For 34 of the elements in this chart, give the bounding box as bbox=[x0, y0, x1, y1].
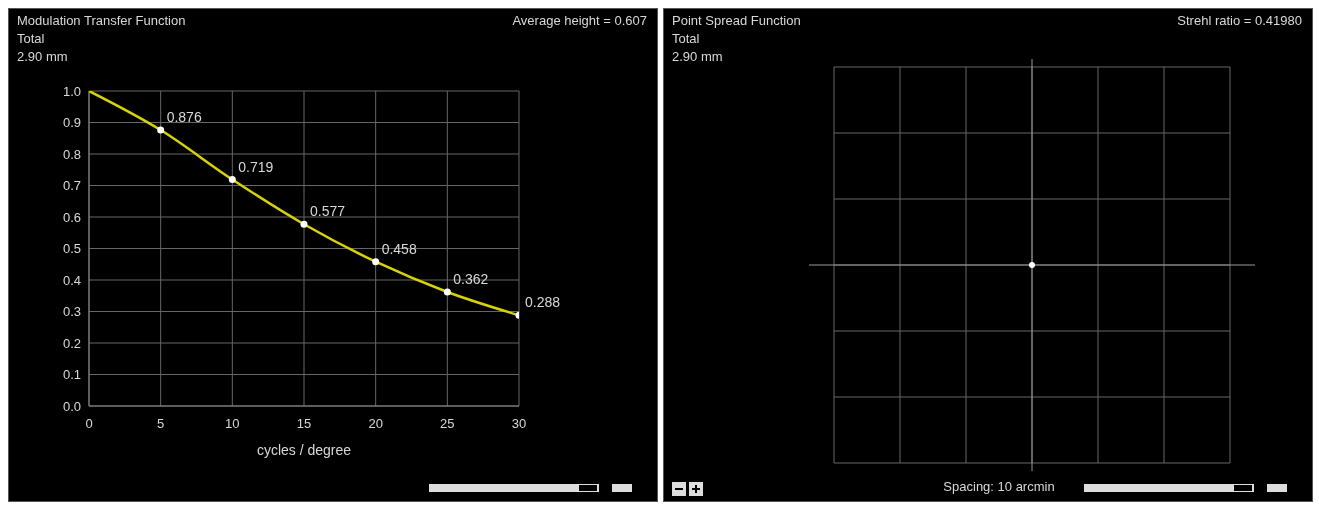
data-label: 0.458 bbox=[381, 240, 417, 257]
text: 2.90 mm bbox=[17, 49, 68, 64]
data-label: 0.577 bbox=[310, 203, 346, 220]
text: Strehl ratio = 0.41980 bbox=[1177, 13, 1302, 28]
y-tick-label: 0.7 bbox=[62, 178, 81, 194]
x-tick-label: 25 bbox=[440, 416, 455, 431]
data-label: 0.719 bbox=[238, 158, 274, 175]
y-tick-label: 0.4 bbox=[62, 272, 81, 288]
chart-subtitle: Total bbox=[17, 31, 45, 46]
x-tick-label: 0 bbox=[85, 416, 93, 431]
x-tick-label: 15 bbox=[296, 416, 312, 431]
text: 2.90 mm bbox=[672, 49, 723, 64]
data-label: 0.362 bbox=[453, 270, 489, 287]
x-tick-label: 5 bbox=[157, 416, 165, 431]
y-tick-label: 0.2 bbox=[62, 335, 81, 351]
data-label: 0.876 bbox=[166, 109, 202, 126]
y-tick-label: 1.0 bbox=[62, 83, 81, 99]
y-tick-label: 0.1 bbox=[62, 367, 81, 383]
text: Point Spread Function bbox=[672, 13, 801, 28]
chart-title: Modulation Transfer Function bbox=[17, 13, 186, 28]
x-tick-label: 10 bbox=[225, 416, 240, 431]
y-tick-label: 0.5 bbox=[62, 241, 81, 257]
y-tick-label: 0.3 bbox=[62, 304, 81, 320]
x-tick-label: 20 bbox=[368, 416, 383, 431]
x-axis-title: cycles / degree bbox=[256, 442, 352, 458]
text: Average height = 0.607 bbox=[512, 13, 647, 28]
y-tick-label: 0.0 bbox=[62, 398, 81, 414]
y-tick-label: 0.9 bbox=[62, 115, 81, 131]
y-tick-label: 0.8 bbox=[62, 146, 81, 162]
x-tick-label: 30 bbox=[511, 416, 527, 431]
y-tick-label: 0.6 bbox=[62, 209, 81, 225]
text: Spacing: 10 arcmin bbox=[942, 479, 1056, 494]
data-label: 0.288 bbox=[525, 294, 561, 311]
text: Total bbox=[672, 31, 700, 46]
